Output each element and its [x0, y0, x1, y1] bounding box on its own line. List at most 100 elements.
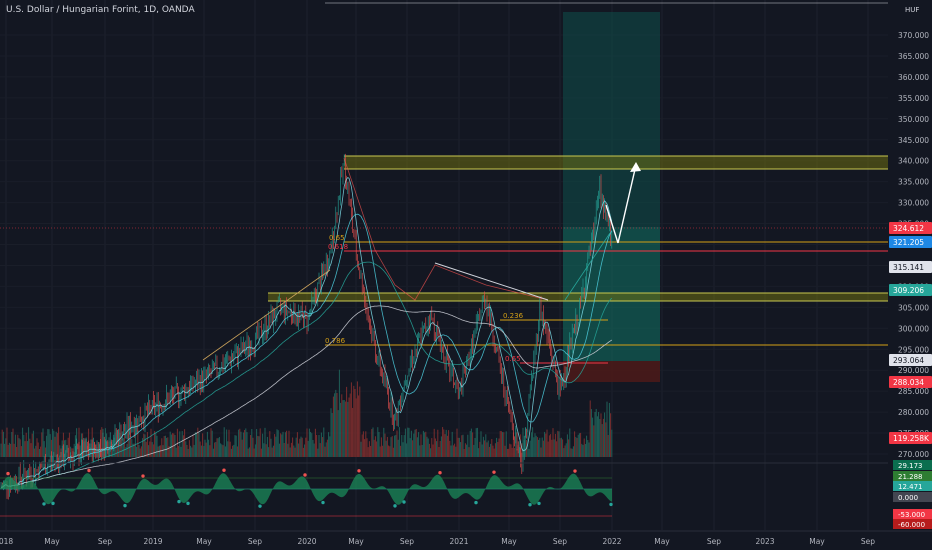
time-tick: 2020: [297, 537, 316, 546]
time-tick: Sep: [248, 537, 262, 546]
projection-line: [617, 164, 637, 244]
time-tick: 2019: [143, 537, 162, 546]
projection-arrowhead: [630, 162, 641, 172]
price-badge: [889, 354, 932, 366]
time-tick: Sep: [861, 537, 875, 546]
long-target-zone-upper: [563, 12, 660, 227]
time-tick: May: [501, 537, 517, 546]
projection-line: [605, 204, 619, 244]
support-zone: [268, 293, 888, 301]
osc-badge-text: -53.000: [898, 511, 925, 519]
moving-average-line: [0, 305, 613, 488]
moving-average-line: [0, 213, 613, 488]
time-tick: 2022: [602, 537, 621, 546]
time-tick: May: [196, 537, 212, 546]
osc-signal-dot: [42, 502, 46, 506]
wave-path: [343, 157, 549, 301]
price-badge: [889, 284, 932, 296]
osc-signal-dot: [492, 470, 496, 474]
osc-badge: [893, 509, 932, 519]
price-tick: 270.000: [898, 450, 929, 459]
osc-signal-dot: [87, 468, 91, 473]
osc-signal-dot: [573, 469, 577, 473]
moving-averages: [0, 176, 613, 488]
fib-level-label: 0.65: [505, 355, 521, 363]
price-tick: 365.000: [898, 52, 929, 61]
time-tick: May: [348, 537, 364, 546]
time-tick: 2021: [449, 537, 468, 546]
osc-signal-dot: [537, 501, 541, 506]
price-badge-text: 324.612: [893, 224, 924, 233]
time-tick: May: [44, 537, 60, 546]
axis-background: [888, 0, 932, 550]
time-tick: May: [809, 537, 825, 546]
price-badge-text: 119.258K: [893, 434, 930, 443]
resistance-zone: [344, 156, 888, 169]
currency-unit: HUF: [905, 6, 920, 14]
osc-signal-dot: [51, 501, 55, 506]
fib-level-label: 0.786: [325, 337, 346, 345]
osc-badge: [893, 492, 932, 502]
moving-average-line: [0, 261, 613, 488]
osc-badge-text: 12.471: [898, 483, 923, 491]
price-badge-text: 288.034: [893, 378, 924, 387]
price-tick: 360.000: [898, 73, 929, 82]
time-tick: Sep: [553, 537, 567, 546]
osc-signal-dot: [177, 499, 181, 504]
price-tick: 295.000: [898, 345, 929, 354]
trend-line: [564, 232, 611, 301]
osc-signal-dot: [6, 471, 10, 476]
price-badge-text: 309.206: [893, 286, 924, 295]
price-tick: 355.000: [898, 94, 929, 103]
osc-signal-dot: [474, 500, 478, 505]
price-tick: 340.000: [898, 157, 929, 166]
price-tick: 300.000: [898, 324, 929, 333]
osc-signal-dot: [438, 470, 442, 475]
time-axis: 018 May Sep 2019 May Sep 2020 May Sep 2021 May Sep 2…: [0, 530, 932, 546]
price-tick: 285.000: [898, 387, 929, 396]
osc-area: [0, 473, 612, 505]
osc-badge-text: 0.000: [898, 494, 918, 502]
price-badge: [889, 236, 932, 248]
price-tick: 280.000: [898, 408, 929, 417]
osc-signal-dot: [141, 474, 145, 478]
price-badge-text: 321.205: [893, 238, 924, 247]
time-tick: Sep: [707, 537, 721, 546]
osc-signal-dot: [609, 502, 613, 507]
chart-title: U.S. Dollar / Hungarian Forint, 1D, OAND…: [6, 5, 195, 15]
osc-badge: [893, 519, 932, 529]
osc-signal-dot: [393, 504, 397, 508]
osc-badge-text: 29.173: [898, 462, 923, 470]
osc-badge: [893, 471, 932, 481]
long-stop-zone: [563, 361, 660, 382]
price-tick: 370.000: [898, 31, 929, 40]
price-badge-text: 293.064: [893, 356, 924, 365]
candlesticks: [0, 153, 613, 500]
price-badge: [889, 432, 932, 444]
osc-badge-text: 21.288: [898, 473, 923, 481]
price-tick: 290.000: [898, 366, 929, 375]
time-tick: 018: [0, 537, 13, 546]
osc-signal-dot: [258, 504, 262, 508]
trend-line: [202, 269, 331, 361]
price-badge: [889, 261, 932, 273]
osc-badge: [893, 460, 932, 470]
osc-signal-dot: [186, 501, 190, 506]
price-tick: 305.000: [898, 303, 929, 312]
osc-signal-dot: [321, 500, 325, 505]
price-badge-text: 315.141: [893, 263, 924, 272]
osc-signal-dot: [528, 503, 532, 507]
fib-level-label: 0.618: [328, 243, 348, 251]
osc-signal-dot: [357, 469, 361, 473]
drawing-zones: [0, 2, 888, 382]
osc-signal-dot: [123, 503, 127, 508]
price-badge: [889, 376, 932, 388]
osc-signal-dot: [402, 500, 406, 504]
time-tick: 2023: [755, 537, 774, 546]
fib-level-label: 0.236: [503, 312, 524, 320]
fib-level-label: 0.65: [329, 234, 345, 242]
trend-line: [434, 262, 549, 301]
osc-signal-dot: [222, 468, 226, 472]
